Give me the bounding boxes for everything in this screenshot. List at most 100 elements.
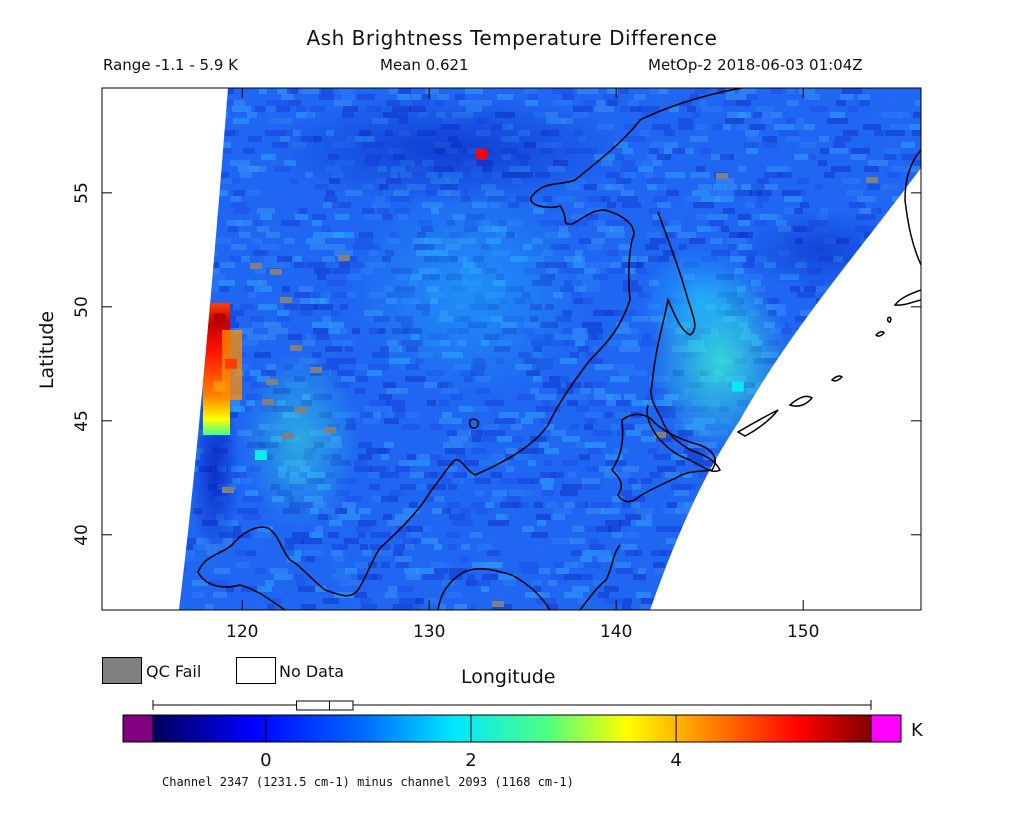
scan-pixel [329,520,342,526]
scan-pixel [397,526,411,532]
scan-pixel [372,496,389,502]
scan-pixel [622,340,641,346]
scan-pixel [249,544,268,550]
scan-pixel [635,268,647,274]
plot-frame [101,87,922,611]
scan-pixel [258,304,277,310]
scan-pixel [603,94,619,100]
scan-pixel [556,568,569,574]
scan-pixel [328,532,339,538]
scan-pixel [621,262,642,268]
scan-pixel [354,466,372,472]
scan-pixel [593,580,605,586]
scan-pixel [237,124,247,130]
scan-pixel [499,550,519,556]
scan-pixel [866,340,874,346]
scan-pixel [874,130,884,136]
scan-pixel [648,94,661,100]
scan-pixel [798,190,806,196]
scan-pixel [491,496,503,502]
scan-pixel [252,220,263,226]
scan-pixel [777,172,792,178]
scan-pixel [586,466,606,472]
scan-pixel [813,592,824,598]
scan-pixel [619,508,631,514]
scan-pixel [840,346,857,352]
scan-pixel [630,106,641,112]
scan-pixel [471,430,483,436]
colorbar-caption: Channel 2347 (1231.5 cm-1) minus channel… [162,775,574,789]
scan-pixel [750,220,767,226]
scan-pixel [179,280,185,286]
scan-pixel [247,550,256,556]
scan-pixel [707,88,719,94]
scan-pixel [578,346,593,352]
scan-pixel [811,382,825,388]
scan-pixel [683,574,704,580]
scan-pixel [666,538,687,544]
scan-pixel [916,580,921,586]
scan-pixel [857,604,867,610]
scan-pixel [581,520,592,526]
scan-pixel [833,142,845,148]
scan-pixel [250,316,264,322]
scan-pixel [742,496,751,502]
scan-pixel [531,544,547,550]
scan-pixel [334,250,353,256]
scan-pixel [360,412,378,418]
scan-pixel [641,478,652,484]
scan-pixel [829,148,848,154]
scan-pixel [632,316,649,322]
scan-pixel [765,184,778,190]
scan-pixel [312,322,332,328]
scan-pixel [873,400,892,406]
legend-swatch-qc-fail [102,657,142,684]
scan-pixel [775,496,790,502]
scan-pixel [383,514,392,520]
scan-pixel [830,112,845,118]
scan-pixel [674,526,682,532]
scan-pixel [235,550,250,556]
scan-pixel [832,364,853,370]
scan-pixel [611,262,623,268]
scan-pixel [394,544,413,550]
scan-pixel [265,130,286,136]
scan-pixel [835,280,845,286]
scan-pixel [881,532,899,538]
scan-pixel [299,286,313,292]
scan-pixel [657,154,671,160]
y-axis-label: Latitude [36,310,58,390]
scan-pixel [786,136,800,142]
scan-pixel [779,436,791,442]
scan-pixel [373,574,382,580]
scan-pixel [664,130,675,136]
scan-pixel [894,220,906,226]
scan-pixel [885,130,905,136]
scan-pixel [415,598,424,604]
scan-pixel [267,604,275,610]
scan-pixel [692,508,703,514]
scan-pixel [461,544,470,550]
scan-pixel [605,412,613,418]
scan-pixel [233,190,247,196]
scan-pixel [868,352,884,358]
scan-pixel [479,460,493,466]
scan-pixel [679,598,693,604]
scan-pixel [886,136,895,142]
scan-pixel [723,514,742,520]
scan-pixel [533,586,541,592]
scan-pixel [752,478,764,484]
scan-pixel [911,430,921,436]
scan-pixel [250,232,265,238]
scan-pixel [372,202,390,208]
scan-pixel [588,334,603,340]
scan-pixel [688,442,698,448]
scan-pixel [857,184,866,190]
scan-pixel [838,484,855,490]
scan-pixel [475,556,496,562]
scan-pixel [231,244,247,250]
scan-pixel [544,610,563,616]
scan-pixel [531,478,539,484]
scan-pixel [430,454,441,460]
scan-pixel [736,100,751,106]
